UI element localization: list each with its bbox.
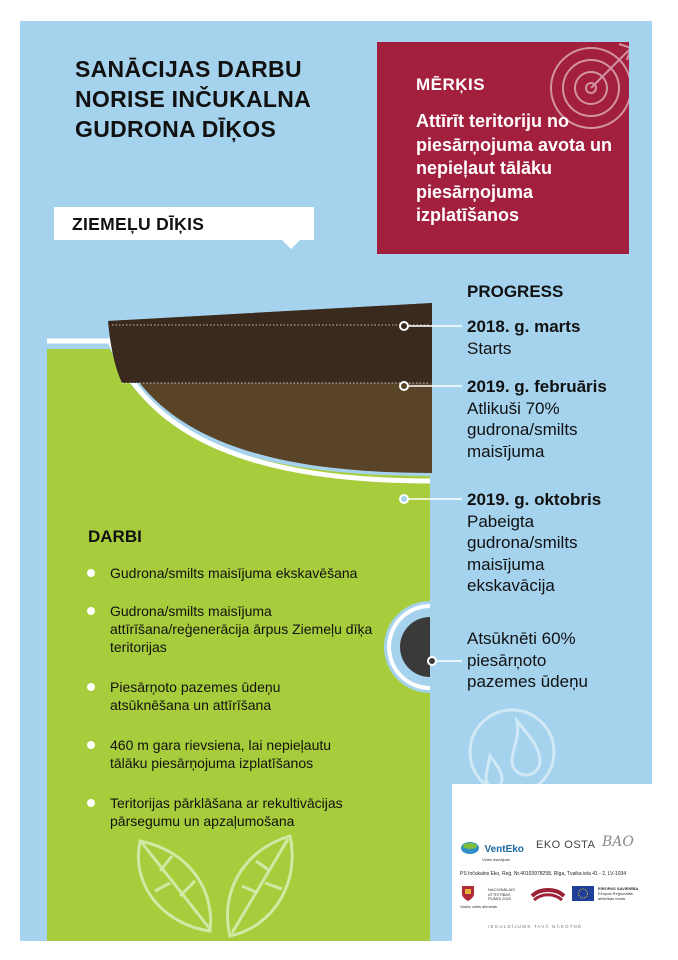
milestone: Atsūknēti 60% piesārņoto pazemes ūdeņu <box>467 628 652 693</box>
milestone-date: 2019. g. oktobris <box>467 490 602 509</box>
work-item: Gudrona/smilts maisījuma ekskavēšana <box>110 565 358 581</box>
latvia-flag-icon <box>530 888 566 902</box>
milestone-text: Atsūknēti 60% piesārņoto pazemes ūdeņu <box>467 629 588 691</box>
eu-fund-label: Eiropas Reģionālās attīstības fonds <box>598 891 633 901</box>
eu-label: EIROPAS SAVIENĪBA <box>598 886 639 891</box>
works-heading: DARBI <box>88 527 142 546</box>
milestone-text: Pabeigta gudrona/smilts maisījuma ekskav… <box>467 511 578 596</box>
venteko-name: VentEko <box>484 844 524 855</box>
page-title: SANĀCIJAS DARBU NORISE INČUKALNA GUDRONA… <box>75 54 375 144</box>
milestone: 2018. g. marts Starts <box>467 316 652 359</box>
ekoosta-logo: EKO OSTA <box>536 839 596 851</box>
goal-box: MĒRĶIS Attīrīt teritoriju no piesārņojum… <box>377 42 629 254</box>
goal-text: Attīrīt teritoriju no piesārņojuma avota… <box>416 111 613 225</box>
venteko-emblem-icon <box>461 841 479 854</box>
venteko-tagline: Vides risinājumi <box>482 857 510 862</box>
venteko-logo: VentEko Vides risinājumi <box>460 839 524 862</box>
pond-scene <box>47 303 556 941</box>
section-label-box: ZIEMEĻU DĪĶIS <box>54 207 314 240</box>
target-icon <box>550 43 629 129</box>
funding-logos: Valsts vides dienests NACIONĀLAIS ATTĪST… <box>460 884 646 914</box>
footer-slogan: IEGULDĪJUMS TAVĀ NĀKOTNĒ <box>488 924 583 929</box>
title-line: SANĀCIJAS DARBU <box>75 56 302 82</box>
progress-heading: PROGRESS <box>467 282 564 301</box>
water-drops-icon <box>468 708 556 796</box>
tar-layer <box>108 303 432 383</box>
bullet-dot <box>87 799 95 807</box>
grass-area <box>47 349 430 941</box>
milestone-date: 2019. g. februāris <box>467 377 607 396</box>
bullet-dot <box>87 607 95 615</box>
milestone-date: 2018. g. marts <box>467 317 581 336</box>
title-line: GUDRONA DĪĶOS <box>75 116 277 142</box>
eu-label-group: EIROPAS SAVIENĪBA Eiropas Reģionālās att… <box>598 886 648 901</box>
nap-label: NACIONĀLAIS ATTĪSTĪBAS PLĀNS 2020 <box>488 887 515 901</box>
section-label: ZIEMEĻU DĪĶIS <box>72 214 205 234</box>
title-line: NORISE INČUKALNA <box>75 86 312 112</box>
groundwater-well-outline <box>387 604 431 690</box>
work-item: Piesārņoto pazemes ūdeņu atsūknēšana un … <box>110 679 281 713</box>
work-item: Gudrona/smilts maisījuma attīrīšana/reģe… <box>110 603 373 655</box>
milestone-text: Atlikuši 70% gudrona/smilts maisījuma <box>467 398 578 461</box>
poster: SANĀCIJAS DARBU NORISE INČUKALNA GUDRONA… <box>20 21 652 941</box>
work-item: 460 m gara rievsiena, lai nepieļautu tāl… <box>110 737 332 771</box>
timeline-connectors <box>404 325 462 662</box>
milestone-text: Starts <box>467 338 512 358</box>
milestone: 2019. g. oktobris Pabeigta gudrona/smilt… <box>467 489 652 597</box>
work-item: Teritorijas pārklāšana ar rekultivācijas… <box>110 795 343 829</box>
coat-of-arms-icon <box>462 886 474 901</box>
groundwater-core <box>400 617 430 677</box>
leaves-icon <box>137 834 294 938</box>
section-label-tail <box>282 240 300 249</box>
bullet-dot <box>87 741 95 749</box>
sponsor-footer: VentEko Vides risinājumi EKO OSTA BAO PS… <box>452 784 652 941</box>
footer-address: PS Inčukalns Eko, Reģ. Nr.40103978258, R… <box>460 871 627 877</box>
eu-flag-icon <box>572 886 594 901</box>
milestone: 2019. g. februāris Atlikuši 70% gudrona/… <box>467 376 652 462</box>
timeline-dots <box>399 321 437 666</box>
bullet-dot <box>87 569 95 577</box>
bullet-dot <box>87 683 95 691</box>
bao-logo: BAO <box>602 834 634 850</box>
vvd-label: Valsts vides dienests <box>460 904 498 909</box>
goal-label: MĒRĶIS <box>416 75 486 94</box>
